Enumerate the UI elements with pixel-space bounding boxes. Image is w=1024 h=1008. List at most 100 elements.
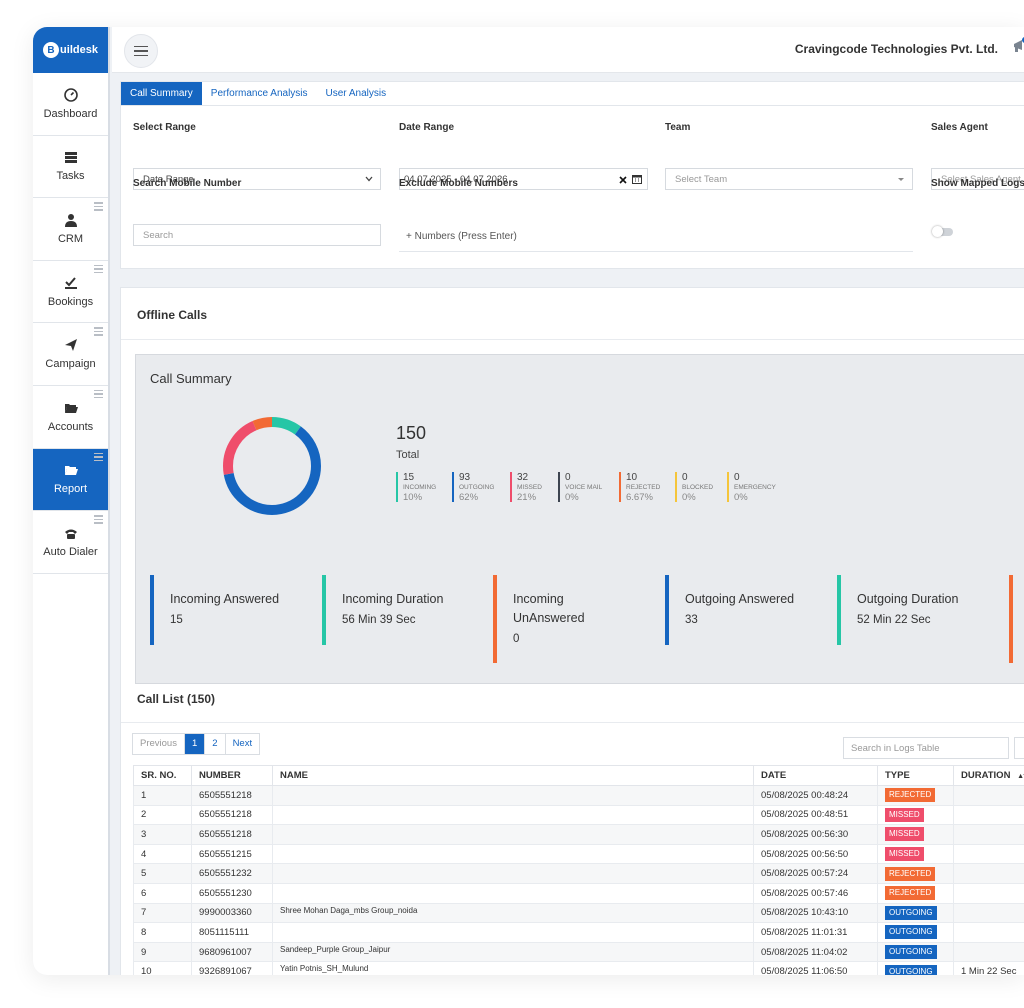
brand-logo[interactable]: B uildesk [33, 27, 108, 73]
clear-icon[interactable] [619, 176, 627, 184]
col-type[interactable]: TYPE [877, 765, 954, 786]
table-row[interactable]: 5 6505551232 05/08/2025 00:57:24 REJECTED [133, 863, 1024, 884]
kpi-overflow-bar [1009, 575, 1013, 663]
col-sr-no[interactable]: SR. NO. [133, 765, 192, 786]
pager-page-2[interactable]: 2 [205, 734, 226, 754]
logs-filter-button[interactable] [1014, 737, 1024, 759]
cell-date: 05/08/2025 10:43:10 [753, 902, 878, 924]
call-list-table: SR. NO. NUMBER NAME DATE TYPE DURATION ▲… [133, 765, 1024, 975]
stat-value: 0 [565, 472, 571, 483]
table-row[interactable]: 1 6505551218 05/08/2025 00:48:24 REJECTED [133, 785, 1024, 806]
submenu-icon[interactable] [94, 389, 103, 401]
table-row[interactable]: 6 6505551230 05/08/2025 00:57:46 REJECTED [133, 882, 1024, 904]
tab-performance-analysis[interactable]: Performance Analysis [210, 88, 308, 99]
stat-name: VOICE MAIL [565, 484, 603, 491]
cell-date: 05/08/2025 00:57:46 [753, 882, 878, 904]
type-badge: MISSED [885, 847, 924, 862]
stat-value: 93 [459, 472, 471, 483]
sidebar-item-tasks[interactable]: Tasks [33, 136, 108, 199]
kpi-title: Incoming Answered [170, 592, 280, 606]
type-badge: OUTGOING [885, 905, 937, 920]
cell-duration [953, 785, 1024, 806]
type-badge: OUTGOING [885, 964, 937, 975]
sidebar-item-accounts[interactable]: Accounts [33, 386, 108, 449]
tab-user-analysis[interactable]: User Analysis [325, 88, 387, 99]
cell-name: Yatin Potnis_SH_Mulund [272, 961, 754, 975]
show-mapped-toggle[interactable] [932, 226, 953, 237]
kpi-title: Incoming Duration [342, 592, 444, 606]
megaphone-icon[interactable] [1012, 37, 1024, 55]
type-badge: MISSED [885, 807, 924, 822]
table-row[interactable]: 3 6505551218 05/08/2025 00:56:30 MISSED [133, 824, 1024, 845]
table-header-row: SR. NO. NUMBER NAME DATE TYPE DURATION ▲… [133, 765, 1024, 786]
sidebar-item-campaign[interactable]: Campaign [33, 323, 108, 386]
date-range-label: Date Range [399, 122, 455, 133]
kpi-title: Outgoing Answered [685, 592, 795, 606]
cell-type: MISSED [877, 804, 954, 826]
type-badge: REJECTED [885, 886, 936, 901]
col-date[interactable]: DATE [753, 765, 878, 786]
cell-date: 05/08/2025 00:56:30 [753, 824, 878, 845]
submenu-icon[interactable] [94, 515, 103, 526]
stat-name: REJECTED [626, 484, 661, 491]
calendar-icon[interactable] [632, 174, 642, 184]
donut-segment-3[interactable] [223, 417, 321, 515]
cell-name: Shree Mohan Daga_mbs Group_noida [272, 902, 754, 924]
table-row[interactable]: 2 6505551218 05/08/2025 00:48:51 MISSED [133, 804, 1024, 826]
submenu-icon[interactable] [94, 202, 103, 213]
cell-date: 05/08/2025 00:48:51 [753, 804, 878, 826]
paper-plane-icon [64, 338, 78, 352]
select-range-value: Date Range [143, 173, 194, 185]
submenu-icon[interactable] [94, 327, 103, 338]
donut-segment-1[interactable] [223, 417, 321, 515]
table-row[interactable]: 10 9326891067 Yatin Potnis_SH_Mulund 05/08/… [133, 961, 1024, 975]
pager-next[interactable]: Next [232, 738, 253, 749]
table-row[interactable]: 9 9680961007 Sandeep_Purple Group_Jaipur 05… [133, 941, 1024, 963]
sidebar-item-crm[interactable]: CRM [33, 198, 108, 261]
kpi-value: 56 Min 39 Sec [342, 614, 416, 626]
date-range-input[interactable]: 04.07.2025 - 04.07.2026 [399, 168, 648, 190]
donut-segment-2[interactable] [223, 417, 321, 515]
kpi-value: 0 [513, 633, 520, 645]
table-row[interactable]: 8 8051115111 05/08/2025 11:01:31 OUTGOING [133, 922, 1024, 943]
submenu-icon[interactable] [94, 264, 103, 276]
sales-agent-select[interactable]: Select Sales Agent [931, 168, 1024, 190]
total-calls-label: Total [396, 449, 420, 461]
folder-open-icon [64, 463, 78, 477]
cell-duration [953, 902, 1024, 924]
col-duration[interactable]: DURATION ▲▼ [953, 765, 1024, 786]
sidebar-item-report[interactable]: Report [33, 448, 108, 512]
exclude-mobile-input[interactable]: + Numbers (Press Enter) [399, 222, 913, 252]
submenu-icon[interactable] [94, 452, 103, 464]
type-badge: REJECTED [885, 788, 936, 803]
sidebar-item-auto-dialer[interactable]: Auto Dialer [33, 511, 108, 574]
team-placeholder: Select Team [675, 173, 728, 185]
sidebar-item-dashboard[interactable]: Dashboard [33, 73, 108, 136]
cell-number: 6505551218 [191, 824, 273, 845]
logs-search-input[interactable]: Search in Logs Table [843, 737, 1009, 759]
cell-date: 05/08/2025 00:56:50 [753, 843, 878, 865]
col-name[interactable]: NAME [272, 765, 754, 786]
stat-percent: 62% [459, 492, 479, 503]
table-row[interactable]: 4 6505551215 05/08/2025 00:56:50 MISSED [133, 843, 1024, 865]
hamburger-menu-button[interactable] [124, 34, 158, 68]
call-list-title: Call List (150) [137, 692, 216, 706]
search-mobile-input[interactable]: Search [133, 224, 381, 246]
sort-icon[interactable]: ▲▼ [1017, 773, 1024, 780]
tab-call-summary[interactable]: Call Summary [121, 82, 202, 105]
kpi-incoming-duration: Incoming Duration 56 Min 39 Sec [322, 575, 472, 645]
select-range-dropdown[interactable]: Date Range [133, 168, 381, 190]
pager-page-1[interactable]: 1 [184, 734, 206, 754]
col-number[interactable]: NUMBER [191, 765, 273, 786]
team-select[interactable]: Select Team [665, 168, 913, 190]
total-calls-value: 150 [396, 423, 427, 443]
sidebar-item-bookings[interactable]: Bookings [33, 261, 108, 324]
offline-calls-title: Offline Calls [137, 308, 208, 322]
pager-previous[interactable]: Previous [133, 734, 185, 754]
cell-number: 6505551232 [191, 863, 273, 884]
table-row[interactable]: 7 9990003360 Shree Mohan Daga_mbs Group_no… [133, 902, 1024, 924]
pagination: Previous 1 2 Next [132, 733, 261, 755]
cell-type: MISSED [877, 843, 954, 865]
stat-name: BLOCKED [682, 484, 714, 491]
cell-type: REJECTED [877, 882, 954, 904]
